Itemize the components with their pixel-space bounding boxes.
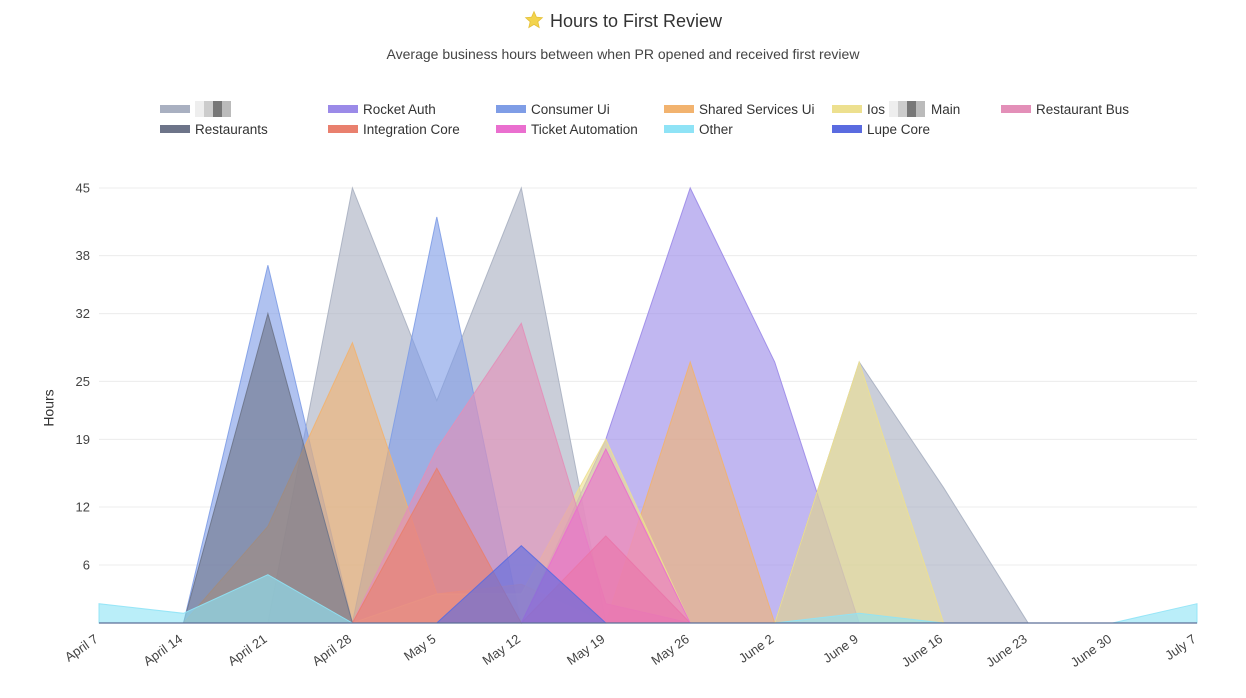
legend-label: Consumer Ui xyxy=(531,101,610,117)
x-tick-label: April 7 xyxy=(62,631,101,664)
y-tick-label: 25 xyxy=(76,374,90,389)
legend-item[interactable]: Shared Services Ui xyxy=(664,100,815,118)
legend-swatch xyxy=(496,125,526,133)
legend-swatch xyxy=(832,125,862,133)
legend-swatch xyxy=(664,105,694,113)
y-tick-label: 45 xyxy=(76,181,90,196)
legend-label: Other xyxy=(699,121,733,137)
legend-swatch xyxy=(160,105,190,113)
legend-item[interactable]: Integration Core xyxy=(328,120,460,138)
x-tick-label: June 30 xyxy=(1068,631,1115,670)
x-tick-label: June 9 xyxy=(820,631,861,666)
redacted-block xyxy=(889,101,926,117)
legend-label: Integration Core xyxy=(363,121,460,137)
legend-item[interactable]: Other xyxy=(664,120,733,138)
area-series-group xyxy=(98,186,1198,624)
x-tick-label: May 12 xyxy=(479,631,523,668)
legend-item[interactable]: Consumer Ui xyxy=(496,100,610,118)
legend-label: Restaurant Bus xyxy=(1036,101,1130,117)
x-tick-label: June 16 xyxy=(899,631,946,670)
x-tick-label: April 14 xyxy=(140,631,185,669)
legend-swatch xyxy=(1001,105,1031,113)
legend-label: Restaurants xyxy=(195,121,268,137)
legend-item[interactable]: Ticket Automation xyxy=(496,120,638,138)
legend-item[interactable]: Restaurants xyxy=(160,120,268,138)
legend-swatch xyxy=(328,125,358,133)
x-tick-label: April 28 xyxy=(309,631,354,669)
legend-swatch xyxy=(832,105,862,113)
legend-item[interactable]: Rocket Auth xyxy=(328,100,436,118)
y-tick-label: 32 xyxy=(76,306,90,321)
x-tick-label: May 5 xyxy=(401,631,439,664)
legend-label: Ticket Automation xyxy=(531,121,638,137)
x-tick-label: June 2 xyxy=(736,631,777,666)
x-tick-label: July 7 xyxy=(1162,631,1198,663)
chart-title: Hours to First Review xyxy=(0,10,1246,32)
legend-item[interactable]: Ios Main xyxy=(832,100,960,118)
y-tick-label: 6 xyxy=(83,558,90,573)
chart-subtitle: Average business hours between when PR o… xyxy=(386,46,860,62)
x-tick-label: May 19 xyxy=(564,631,608,668)
y-tick-label: 12 xyxy=(76,500,90,515)
y-tick-label: 38 xyxy=(76,248,90,263)
legend-label: Rocket Auth xyxy=(363,101,436,117)
star-icon xyxy=(524,10,544,29)
legend-swatch xyxy=(328,105,358,113)
x-tick-label: April 21 xyxy=(225,631,270,669)
y-tick-label: 19 xyxy=(76,432,90,447)
legend-label: Shared Services Ui xyxy=(699,101,815,117)
x-tick-label: June 23 xyxy=(983,631,1030,670)
legend-swatch xyxy=(496,105,526,113)
legend-swatch xyxy=(664,125,694,133)
legend-label: Main xyxy=(931,101,961,117)
legend-item[interactable] xyxy=(160,100,237,118)
redacted-block xyxy=(195,101,231,117)
legend-label: Lupe Core xyxy=(867,121,931,137)
legend-label-prefix: Ios xyxy=(867,101,886,117)
legend-item[interactable]: Restaurant Bus xyxy=(1001,100,1129,118)
x-tick-label: May 26 xyxy=(648,631,692,668)
legend-swatch xyxy=(160,125,190,133)
legend-item[interactable]: Lupe Core xyxy=(832,120,930,138)
chart-title-text: Hours to First Review xyxy=(549,11,723,31)
